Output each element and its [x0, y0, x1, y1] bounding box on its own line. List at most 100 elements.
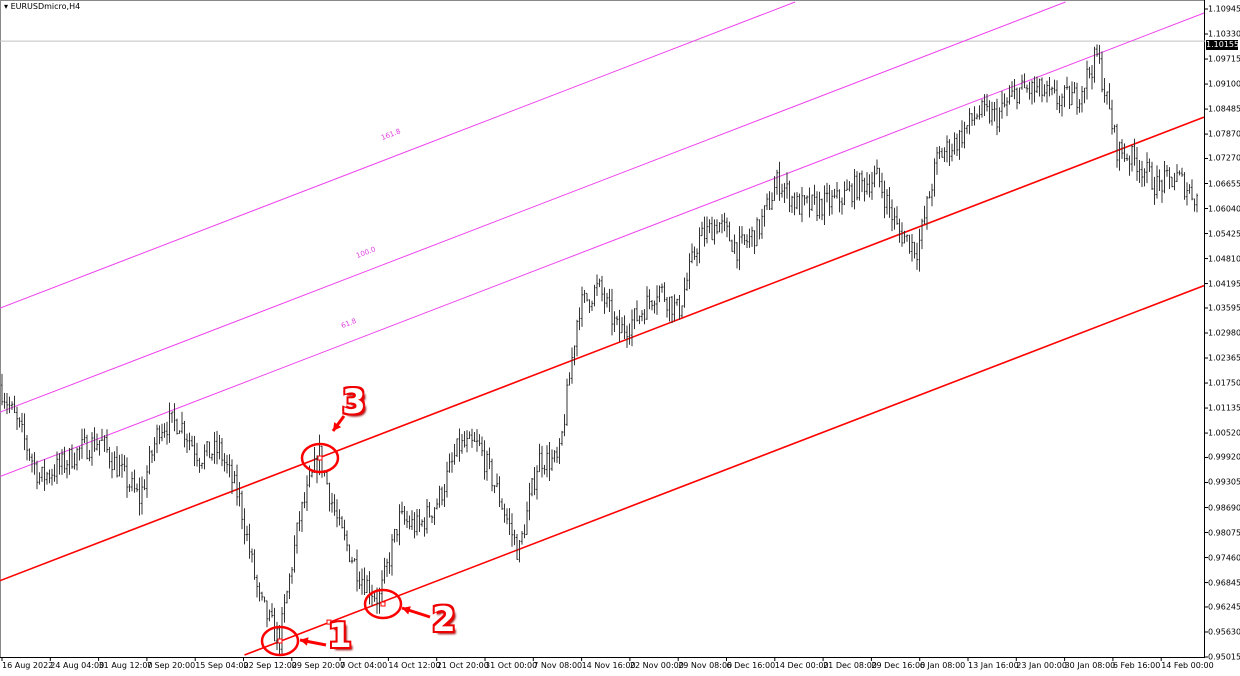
ohlc-bar	[993, 102, 996, 122]
ohlc-bar	[571, 347, 573, 384]
ohlc-bar	[983, 94, 986, 117]
ohlc-bar	[781, 183, 783, 198]
ohlc-bar	[996, 98, 998, 136]
ohlc-bar	[98, 439, 101, 456]
ohlc-bar	[446, 461, 448, 498]
ohlc-bar	[898, 218, 901, 243]
ohlc-bar	[1098, 44, 1101, 64]
ohlc-bar	[858, 172, 861, 201]
time-tick-label: 31 Aug 12:00	[98, 661, 153, 670]
ohlc-bar	[273, 607, 276, 642]
ohlc-bar	[3, 392, 6, 409]
ohlc-bar	[631, 309, 633, 347]
ohlc-bar	[86, 434, 88, 460]
ohlc-bar	[1153, 176, 1156, 205]
ohlc-bar	[786, 172, 788, 199]
ohlc-bar	[736, 242, 738, 269]
ohlc-bar	[761, 208, 763, 239]
ohlc-bar	[896, 206, 898, 225]
ohlc-bar	[286, 590, 288, 604]
ohlc-bar	[728, 221, 731, 242]
ohlc-bar	[421, 519, 423, 527]
ohlc-bar	[1011, 81, 1013, 97]
ohlc-bar	[21, 412, 23, 433]
time-tick-label: 13 Jan 16:00	[968, 661, 1019, 670]
channel-midpoint-handle	[326, 619, 332, 625]
ohlc-bar	[318, 434, 321, 476]
ohlc-bar	[1136, 146, 1138, 181]
ohlc-bar	[556, 446, 558, 463]
ohlc-bar	[168, 402, 171, 443]
ohlc-bar	[368, 571, 371, 605]
ohlc-bar	[798, 193, 801, 215]
ohlc-bar	[831, 190, 833, 215]
ohlc-bar	[268, 609, 271, 622]
ohlc-bar	[398, 504, 401, 546]
ohlc-bar	[978, 105, 981, 120]
ohlc-bar	[611, 288, 613, 336]
ohlc-bar	[638, 315, 641, 325]
time-tick-label: 31 Oct 00:00	[485, 661, 538, 670]
ohlc-bar	[1053, 79, 1056, 94]
price-tick-label: 0.99920	[1208, 452, 1240, 462]
ohlc-bar	[1066, 76, 1068, 90]
ohlc-bar	[58, 453, 61, 475]
ohlc-bar	[1096, 44, 1098, 57]
ohlc-bar	[81, 428, 83, 459]
ohlc-bar	[561, 430, 563, 446]
ohlc-bar	[746, 234, 748, 249]
ohlc-bar	[96, 433, 98, 451]
fibo-line-61-8	[0, 12, 1205, 478]
chart-title[interactable]: ▾ EURUSDmicro,H4	[4, 2, 80, 11]
ohlc-bar	[1146, 152, 1148, 184]
ohlc-bar	[1018, 87, 1021, 105]
ohlc-bar	[793, 192, 796, 216]
ohlc-bar	[43, 459, 46, 491]
ohlc-bar	[208, 441, 211, 459]
ohlc-bar	[183, 420, 186, 448]
triangle-down-icon[interactable]: ▾	[4, 2, 9, 11]
ohlc-bar	[281, 607, 283, 656]
ohlc-bar	[453, 443, 456, 465]
current-price-label: 1.10155	[1206, 40, 1240, 51]
ohlc-bar	[678, 295, 681, 320]
ohlc-bar	[803, 195, 806, 206]
ohlc-bar	[1058, 95, 1061, 114]
ohlc-bar	[218, 434, 221, 460]
ohlc-bar	[601, 275, 603, 302]
plot-border	[0, 0, 1205, 658]
ohlc-bar	[463, 431, 466, 448]
ohlc-bar	[1163, 161, 1166, 194]
ohlc-bar	[346, 530, 348, 552]
time-tick-label: 22 Nov 00:00	[629, 661, 684, 670]
ohlc-bar	[266, 600, 268, 628]
ohlc-bar	[723, 212, 726, 232]
ohlc-bar	[33, 452, 36, 475]
ohlc-bar	[1113, 124, 1116, 133]
ohlc-bar	[1111, 99, 1113, 135]
ohlc-bar	[951, 143, 953, 162]
ohlc-bar	[391, 534, 393, 576]
ohlc-bar	[56, 451, 58, 484]
ohlc-bar	[83, 428, 86, 444]
ohlc-bar	[878, 167, 881, 188]
ohlc-bar	[908, 234, 911, 254]
ohlc-bar	[481, 436, 483, 457]
ohlc-bar	[118, 454, 121, 477]
ohlc-bar	[363, 567, 366, 595]
time-tick-label: 29 Sep 20:00	[291, 661, 346, 670]
ohlc-bar	[911, 234, 913, 262]
ohlc-bar	[1183, 172, 1186, 200]
ohlc-bar	[206, 440, 208, 457]
ohlc-bar	[738, 226, 741, 271]
ohlc-bar	[1106, 91, 1108, 105]
ohlc-bar	[943, 147, 946, 162]
ohlc-bar	[893, 207, 896, 230]
ohlc-bar	[221, 437, 223, 467]
price-tick-label: 1.04810	[1208, 254, 1240, 264]
ohlc-bar	[853, 169, 856, 210]
ohlc-bar	[1178, 170, 1181, 176]
arrow-3-icon-head	[333, 422, 342, 431]
